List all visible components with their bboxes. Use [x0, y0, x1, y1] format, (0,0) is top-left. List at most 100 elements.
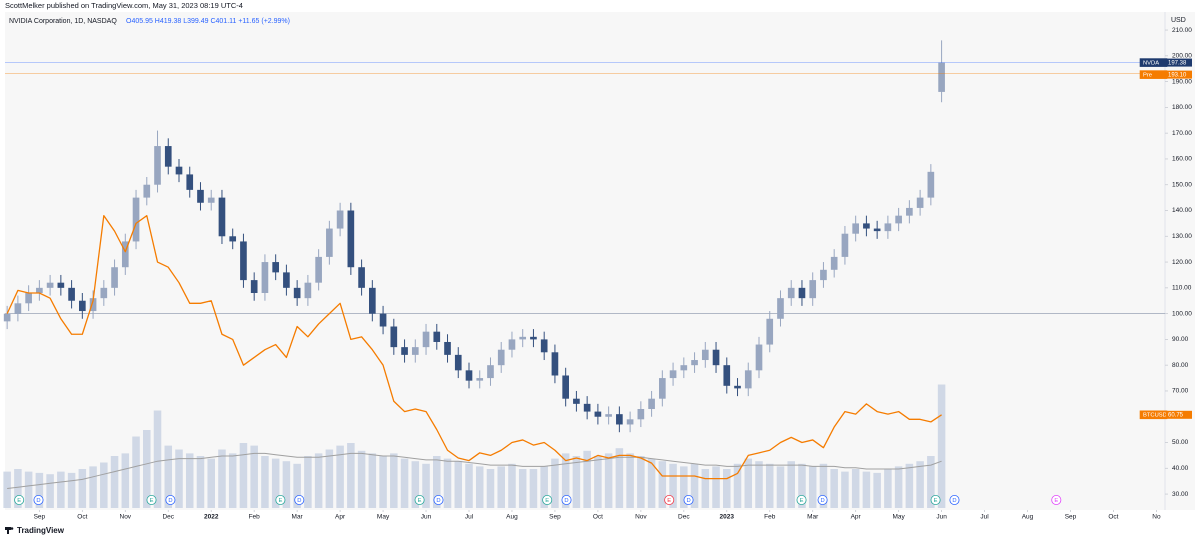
x-tick-label: Sep [1065, 514, 1077, 521]
candle-body [304, 282, 312, 299]
event-label: D [564, 498, 568, 504]
volume-bar [314, 453, 323, 508]
candle-body [14, 303, 22, 314]
candle-body [830, 256, 838, 270]
candle-body [863, 223, 870, 229]
candle-body [820, 269, 827, 281]
candle-body [648, 398, 655, 410]
volume-bar [884, 469, 892, 508]
candle-body [916, 197, 924, 208]
candle-body [143, 184, 151, 198]
y-tick-label: 150.00 [1172, 181, 1192, 188]
volume-bar [422, 463, 430, 508]
candle-body [508, 339, 516, 350]
y-tick-label: 80.00 [1172, 362, 1189, 369]
volume-bar [454, 461, 463, 508]
candle-body [433, 331, 441, 342]
candle-body [390, 326, 398, 348]
x-tick-label: Mar [292, 514, 304, 521]
candle-body [852, 223, 859, 234]
x-tick-label: May [892, 514, 905, 521]
volume-bar [89, 466, 97, 508]
candle-body [100, 287, 108, 299]
candle-body [68, 287, 75, 301]
event-marker [796, 494, 807, 505]
volume-bar [637, 456, 645, 508]
volume-bar [325, 449, 334, 508]
event-marker [275, 494, 286, 505]
candle-body [562, 375, 569, 399]
event-label: D [168, 498, 172, 504]
candle-body [207, 197, 215, 203]
ohlc-legend: O405.95 H419.38 L399.49 C401.11 +11.65 (… [126, 18, 290, 25]
candle-body [111, 267, 118, 288]
candle-body [723, 365, 731, 386]
candle-body [938, 62, 945, 92]
event-marker [414, 494, 425, 505]
candle-body [36, 287, 43, 293]
price-tag-name: Pre [1143, 72, 1152, 78]
y-tick-label: 110.00 [1172, 285, 1192, 292]
y-tick-label: 160.00 [1172, 156, 1192, 163]
volume-bar [583, 450, 591, 508]
volume-bar [282, 461, 291, 508]
candle-body [583, 403, 591, 412]
volume-bar [841, 471, 849, 508]
x-tick-label: Oct [77, 514, 87, 521]
volume-bar [723, 469, 731, 508]
volume-bar [615, 448, 624, 508]
y-tick-label: 130.00 [1172, 233, 1192, 240]
volume-bar [755, 461, 763, 508]
candle-body [444, 341, 451, 355]
candle-body [197, 189, 204, 203]
volume-bar [765, 463, 774, 508]
candle-body [164, 146, 172, 167]
x-tick-label: Jul [980, 514, 989, 521]
symbol-legend: NVIDIA Corporation, 1D, NASDAQ [9, 18, 117, 25]
volume-bar [250, 445, 258, 508]
x-tick-label: Apr [851, 514, 862, 521]
volume-bar [100, 462, 108, 508]
y-tick-label: 90.00 [1172, 336, 1189, 343]
volume-bar [862, 471, 871, 508]
volume-bar [293, 463, 301, 508]
volume-bar [486, 469, 495, 508]
candle-body [46, 282, 54, 288]
volume-bar [776, 466, 785, 508]
volume-bar [271, 458, 280, 508]
candle-body [261, 262, 269, 293]
event-label: E [800, 498, 804, 504]
candle-body [766, 318, 774, 345]
event-label: D [820, 498, 824, 504]
price-tag-name: NVDA [1143, 60, 1159, 66]
logo-stem [7, 527, 9, 534]
volume-bar [561, 453, 570, 508]
volume-bar [905, 463, 914, 508]
volume-bar [433, 456, 441, 508]
volume-bar [185, 453, 194, 508]
y-tick-label: 70.00 [1172, 388, 1189, 395]
volume-bar [132, 436, 140, 508]
x-tick-label: Nov [635, 514, 647, 521]
candle-body [250, 280, 258, 293]
x-tick-label: Aug [1022, 514, 1034, 521]
candle-body [744, 370, 752, 389]
volume-bar [164, 445, 173, 508]
candle-body [218, 197, 226, 237]
y-tick-label: 40.00 [1172, 465, 1189, 472]
candle-body [497, 349, 505, 366]
candle-body [326, 228, 333, 257]
candle-body [240, 241, 247, 281]
volume-bar [894, 466, 903, 508]
volume-bar [529, 469, 538, 508]
candle-body [637, 409, 645, 420]
candle-body [476, 378, 484, 381]
volume-bar [121, 453, 130, 508]
event-marker [817, 494, 828, 505]
x-tick-label: Oct [593, 514, 603, 521]
candle-body [669, 370, 677, 379]
volume-bar [808, 466, 817, 508]
x-tick-label: No [1152, 514, 1161, 521]
volume-bar [475, 466, 484, 508]
candle-body [57, 282, 65, 288]
